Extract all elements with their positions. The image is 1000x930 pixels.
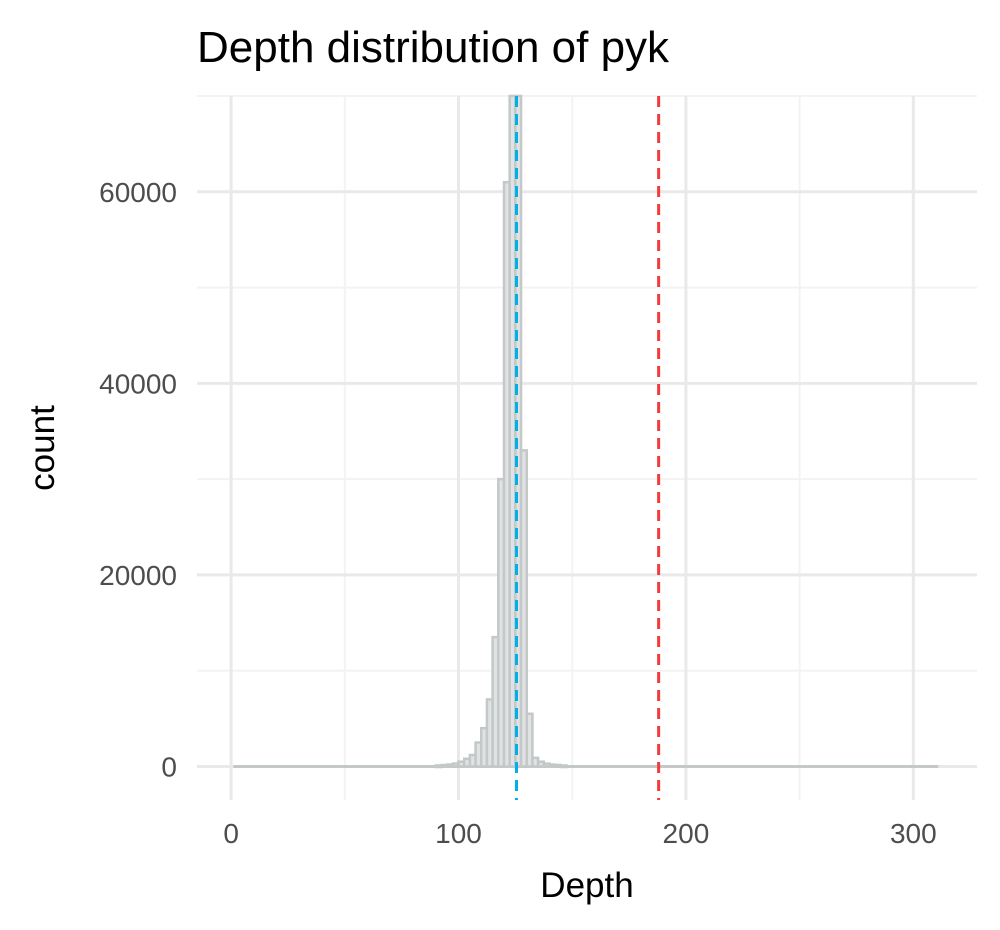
- histogram-bar: [514, 94, 523, 768]
- histogram-bar: [559, 764, 568, 769]
- histogram-bar: [519, 449, 528, 768]
- y-tick-label: 20000: [99, 560, 177, 591]
- x-tick-label: 0: [223, 818, 239, 849]
- minor-gridlines: [197, 95, 977, 800]
- x-axis-ticks: 0 100 200 300: [223, 818, 936, 849]
- y-tick-label: 40000: [99, 368, 177, 399]
- chart-title: Depth distribution of pyk: [197, 23, 670, 72]
- y-axis-title: count: [23, 405, 62, 491]
- y-tick-label: 0: [161, 751, 177, 782]
- y-axis-ticks: 0 20000 40000 60000: [99, 177, 177, 783]
- reference-lines: [515, 96, 661, 800]
- x-tick-label: 200: [663, 818, 710, 849]
- x-axis-title: Depth: [540, 866, 633, 905]
- y-tick-label: 60000: [99, 177, 177, 208]
- histogram-bars: [233, 94, 939, 769]
- x-tick-label: 300: [890, 818, 937, 849]
- histogram-bar: [525, 712, 534, 768]
- x-tick-label: 100: [435, 818, 482, 849]
